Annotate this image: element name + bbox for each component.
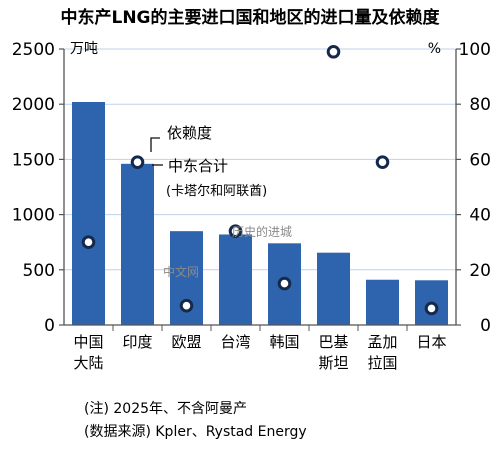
dependency-marker: [81, 235, 96, 249]
left-tick-label: 0: [44, 316, 55, 336]
bar: [219, 234, 252, 325]
dependency-marker: [424, 301, 439, 316]
category-label: 中国: [73, 333, 103, 351]
bar: [72, 101, 105, 325]
bar: [317, 252, 350, 325]
category-label: 日本: [416, 333, 446, 351]
left-axis-unit: 万吨: [70, 41, 98, 57]
legend-leader-line-dependency: [150, 137, 160, 152]
legend-series-name: 中东合计: [168, 157, 228, 175]
dependency-markers: [81, 44, 439, 316]
right-axis-unit: %: [428, 41, 441, 57]
dependency-marker: [179, 298, 194, 313]
legend: 依赖度 中东合计 (卡塔尔和阿联酋): [150, 124, 267, 199]
left-tick-label: 2500: [12, 40, 55, 60]
dependency-marker: [326, 44, 341, 59]
left-tick-label: 1500: [12, 150, 55, 170]
chart-title: 中东产LNG的主要进口国和地区的进口量及依赖度: [60, 7, 440, 28]
bars: [72, 101, 448, 325]
category-label: 大陆: [73, 354, 103, 372]
bar: [366, 279, 399, 325]
dependency-marker: [130, 155, 145, 169]
category-label: 韩国: [269, 333, 299, 351]
category-label: 孟加: [367, 333, 397, 351]
dependency-marker: [375, 155, 390, 169]
dependency-marker: [228, 224, 243, 238]
axes: [59, 48, 461, 331]
legend-dependency-label: 依赖度: [167, 124, 212, 142]
right-tick-label: 80: [469, 95, 491, 115]
category-label: 拉国: [367, 354, 397, 372]
category-label: 巴基: [318, 333, 348, 351]
category-label: 欧盟: [171, 333, 201, 351]
right-tick-label: 100: [459, 40, 491, 60]
category-label: 斯坦: [318, 354, 348, 372]
watermark-site: 中文网: [163, 264, 199, 279]
note-line-2: (数据来源) Kpler、Rystad Energy: [84, 424, 307, 440]
category-label: 印度: [122, 333, 152, 351]
right-tick-label: 40: [469, 206, 491, 226]
category-label: 台湾: [220, 333, 250, 351]
right-tick-label: 20: [469, 261, 491, 281]
right-tick-label: 60: [469, 150, 491, 170]
dependency-marker: [277, 276, 292, 291]
left-tick-label: 500: [23, 261, 55, 281]
bar: [121, 163, 154, 325]
left-tick-label: 2000: [12, 95, 55, 115]
left-tick-label: 1000: [12, 206, 55, 226]
note-line-1: (注) 2025年、不含阿曼产: [84, 401, 247, 417]
right-tick-label: 0: [480, 316, 491, 336]
watermark-weibo: 历史的进城: [232, 224, 292, 239]
legend-series-subname: (卡塔尔和阿联酋): [166, 183, 267, 199]
